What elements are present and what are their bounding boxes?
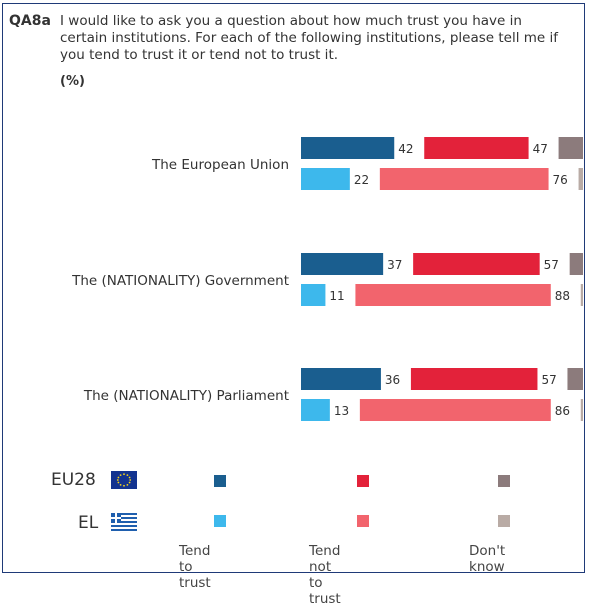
legend-code-eu28: EU28: [51, 470, 96, 490]
legend-label-dont-know: Don't know: [469, 543, 506, 575]
bar-chart: The European Union42471122762The (NATION…: [71, 137, 583, 421]
eu-flag-icon: [111, 471, 137, 489]
bar-el-trust: [301, 168, 350, 190]
legend-swatch-eu28-trust: [214, 475, 226, 487]
legend-code-el: EL: [78, 513, 99, 533]
value-label: 42: [398, 142, 413, 156]
value-label: 47: [533, 142, 548, 156]
bar-el-not-trust: [359, 399, 551, 421]
greece-flag-icon: [111, 513, 137, 531]
bar-eu28-trust: [301, 253, 384, 275]
bar-eu28-trust: [301, 368, 381, 390]
chart-frame: QA8a I would like to ask you a question …: [2, 3, 585, 607]
bar-el-dont-know: [580, 284, 583, 306]
category-label: The European Union: [151, 157, 289, 173]
value-label: 76: [553, 173, 568, 187]
bar-eu28-trust: [301, 137, 395, 159]
bar-el-not-trust: [355, 284, 551, 306]
legend-swatch-el-not-trust: [357, 515, 369, 527]
value-label: 86: [555, 404, 570, 418]
category-label: The (NATIONALITY) Government: [71, 273, 289, 289]
bar-el-not-trust: [379, 168, 549, 190]
value-label: 37: [387, 258, 402, 272]
bar-el-trust: [301, 284, 326, 306]
bar-eu28-dont-know: [569, 253, 583, 275]
value-label: 22: [354, 173, 369, 187]
legend-swatch-el-dont-know: [498, 515, 510, 527]
value-label: 88: [555, 289, 570, 303]
legend-swatch-el-trust: [214, 515, 226, 527]
bar-eu28-dont-know: [558, 137, 583, 159]
value-label: 11: [329, 289, 344, 303]
category-label: The (NATIONALITY) Parliament: [83, 388, 289, 404]
bar-eu28-dont-know: [567, 368, 583, 390]
legend-swatch-eu28-not-trust: [357, 475, 369, 487]
bar-el-trust: [301, 399, 330, 421]
unit-label: (%): [60, 74, 85, 89]
bar-el-dont-know: [578, 168, 583, 190]
legend-label-trust: Tend to trust: [179, 543, 211, 591]
legend-label-not-trust: Tend not to trust: [309, 543, 341, 607]
value-label: 57: [541, 373, 556, 387]
question-text: I would like to ask you a question about…: [60, 13, 558, 63]
bar-eu28-not-trust: [424, 137, 529, 159]
value-label: 57: [544, 258, 559, 272]
bar-eu28-not-trust: [413, 253, 540, 275]
legend-swatch-eu28-dont-know: [498, 475, 510, 487]
value-label: 36: [385, 373, 400, 387]
value-label: 13: [334, 404, 349, 418]
bar-eu28-not-trust: [410, 368, 538, 390]
bar-el-dont-know: [580, 399, 583, 421]
question-code: QA8a: [9, 13, 51, 29]
